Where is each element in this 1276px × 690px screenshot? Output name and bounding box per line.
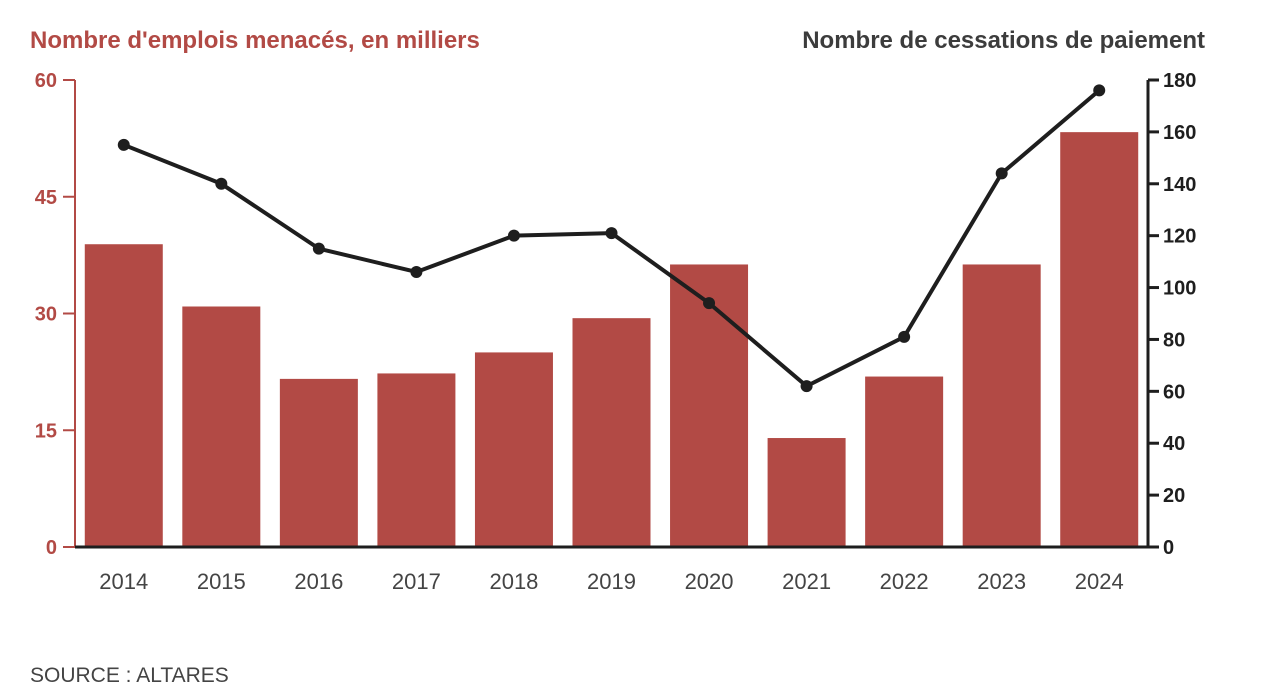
left-axis-title: Nombre d'emplois menacés, en milliers (30, 27, 480, 54)
x-tick-label-2022: 2022 (880, 569, 929, 594)
right-tick-label-40: 40 (1163, 433, 1185, 455)
bar-series (84, 132, 1139, 548)
bar-2019 (572, 318, 651, 547)
x-tick-label-2019: 2019 (587, 569, 636, 594)
line-series (117, 84, 1106, 393)
left-tick-label-30: 30 (35, 304, 57, 326)
line-point-2021 (800, 380, 813, 393)
left-tick-label-0: 0 (46, 537, 57, 559)
right-axis-title: Nombre de cessations de paiement (802, 27, 1205, 54)
line-point-2020 (703, 297, 716, 310)
right-tick-label-0: 0 (1163, 537, 1174, 559)
right-tick-label-100: 100 (1163, 278, 1196, 300)
line-point-2019 (605, 227, 618, 240)
bar-2017 (377, 373, 456, 547)
line-point-2016 (312, 242, 325, 255)
x-tick-label-2018: 2018 (489, 569, 538, 594)
bar-2023 (962, 264, 1041, 547)
line-point-2014 (117, 138, 130, 151)
line-point-2018 (507, 229, 520, 242)
bar-2024 (1060, 132, 1139, 548)
bar-2021 (767, 438, 846, 547)
x-tick-label-2014: 2014 (99, 569, 148, 594)
x-tick-label-2020: 2020 (685, 569, 734, 594)
line-point-2022 (898, 330, 911, 343)
bar-2014 (84, 244, 163, 547)
x-tick-label-2017: 2017 (392, 569, 441, 594)
bar-2015 (182, 306, 261, 547)
line-point-2024 (1093, 84, 1106, 97)
tick-labels: 0 15 30 45 60 0 20 40 60 80 100 120 140 160 180 2014 201… (35, 70, 1197, 594)
right-tick-label-180: 180 (1163, 70, 1196, 92)
line-point-2023 (995, 167, 1008, 180)
left-tick-label-15: 15 (35, 420, 57, 442)
bar-2020 (670, 264, 749, 547)
x-tick-label-2016: 2016 (294, 569, 343, 594)
right-tick-label-140: 140 (1163, 174, 1196, 196)
right-tick-label-20: 20 (1163, 485, 1185, 507)
bar-2016 (279, 378, 358, 547)
bar-2022 (865, 376, 944, 547)
x-tick-label-2024: 2024 (1075, 569, 1124, 594)
right-tick-label-80: 80 (1163, 329, 1185, 351)
right-tick-label-60: 60 (1163, 381, 1185, 403)
right-tick-label-160: 160 (1163, 122, 1196, 144)
bar-2018 (474, 352, 553, 547)
x-tick-label-2023: 2023 (977, 569, 1026, 594)
left-tick-label-45: 45 (35, 187, 57, 209)
line-point-2015 (215, 177, 228, 190)
line-point-2017 (410, 265, 423, 278)
left-tick-label-60: 60 (35, 70, 57, 92)
right-tick-label-120: 120 (1163, 226, 1196, 248)
axes (63, 78, 1159, 549)
source-note: SOURCE : ALTARES (30, 664, 229, 687)
x-tick-label-2015: 2015 (197, 569, 246, 594)
x-tick-label-2021: 2021 (782, 569, 831, 594)
